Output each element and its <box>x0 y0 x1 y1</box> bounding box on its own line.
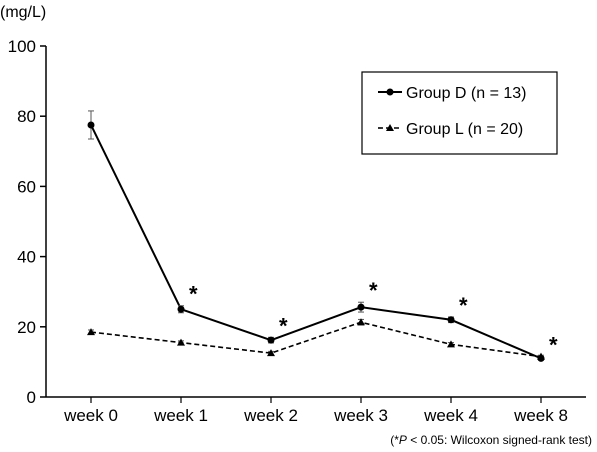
legend-label-group-l: Group L (n = 20) <box>406 121 523 138</box>
series-line <box>90 124 542 360</box>
significance-star: * <box>279 313 288 338</box>
significance-star: * <box>369 278 378 303</box>
significance-markers: * * * * * <box>189 278 558 357</box>
significance-star: * <box>549 333 558 358</box>
x-tick-label: week 2 <box>243 406 298 425</box>
y-tick-label: 80 <box>17 107 36 126</box>
significance-star: * <box>189 282 198 307</box>
legend-entry-group-d: Group D (n = 13) <box>378 85 527 102</box>
x-tick-label: week 1 <box>153 406 208 425</box>
y-tick-label: 0 <box>27 388 36 407</box>
data-point <box>447 340 455 348</box>
data-point <box>177 338 185 346</box>
x-tick-label: week 3 <box>333 406 388 425</box>
y-axis-ticks: 0 20 40 60 80 100 <box>8 37 46 407</box>
y-tick-label: 100 <box>8 37 36 56</box>
y-axis-unit-label: (mg/L) <box>0 4 46 21</box>
x-tick-label: week 8 <box>513 406 568 425</box>
legend-box <box>361 71 558 155</box>
data-point <box>537 352 545 360</box>
series-group-l <box>87 318 545 360</box>
data-point <box>447 316 455 324</box>
footnote-suffix: < 0.05: Wilcoxon signed-rank test) <box>407 433 592 447</box>
x-axis-ticks: week 0 week 1 week 2 week 3 week 4 week 8 <box>63 397 568 425</box>
legend-label-group-d: Group D (n = 13) <box>406 85 527 102</box>
data-point <box>177 305 185 313</box>
legend-entry-group-l: Group L (n = 20) <box>378 121 523 138</box>
footnote-p-symbol: P <box>399 433 407 447</box>
y-tick-label: 60 <box>17 177 36 196</box>
legend: Group D (n = 13) Group L (n = 20) <box>361 71 558 155</box>
footnote-prefix: (* <box>390 433 399 447</box>
y-tick-label: 40 <box>17 248 36 267</box>
data-point <box>267 336 275 344</box>
data-point <box>357 303 365 311</box>
y-tick-label: 20 <box>17 318 36 337</box>
data-point <box>357 318 365 326</box>
significance-star: * <box>459 293 468 318</box>
x-tick-label: week 0 <box>63 406 118 425</box>
series-line <box>90 321 542 358</box>
x-tick-label: week 4 <box>423 406 478 425</box>
data-point <box>87 121 95 129</box>
data-point <box>87 328 95 336</box>
legend-marker-group-d <box>386 88 394 96</box>
data-point <box>267 349 275 357</box>
legend-marker-group-l <box>386 124 394 131</box>
significance-footnote: (*P < 0.05: Wilcoxon signed-rank test) <box>390 433 592 447</box>
series-layer <box>87 110 545 362</box>
